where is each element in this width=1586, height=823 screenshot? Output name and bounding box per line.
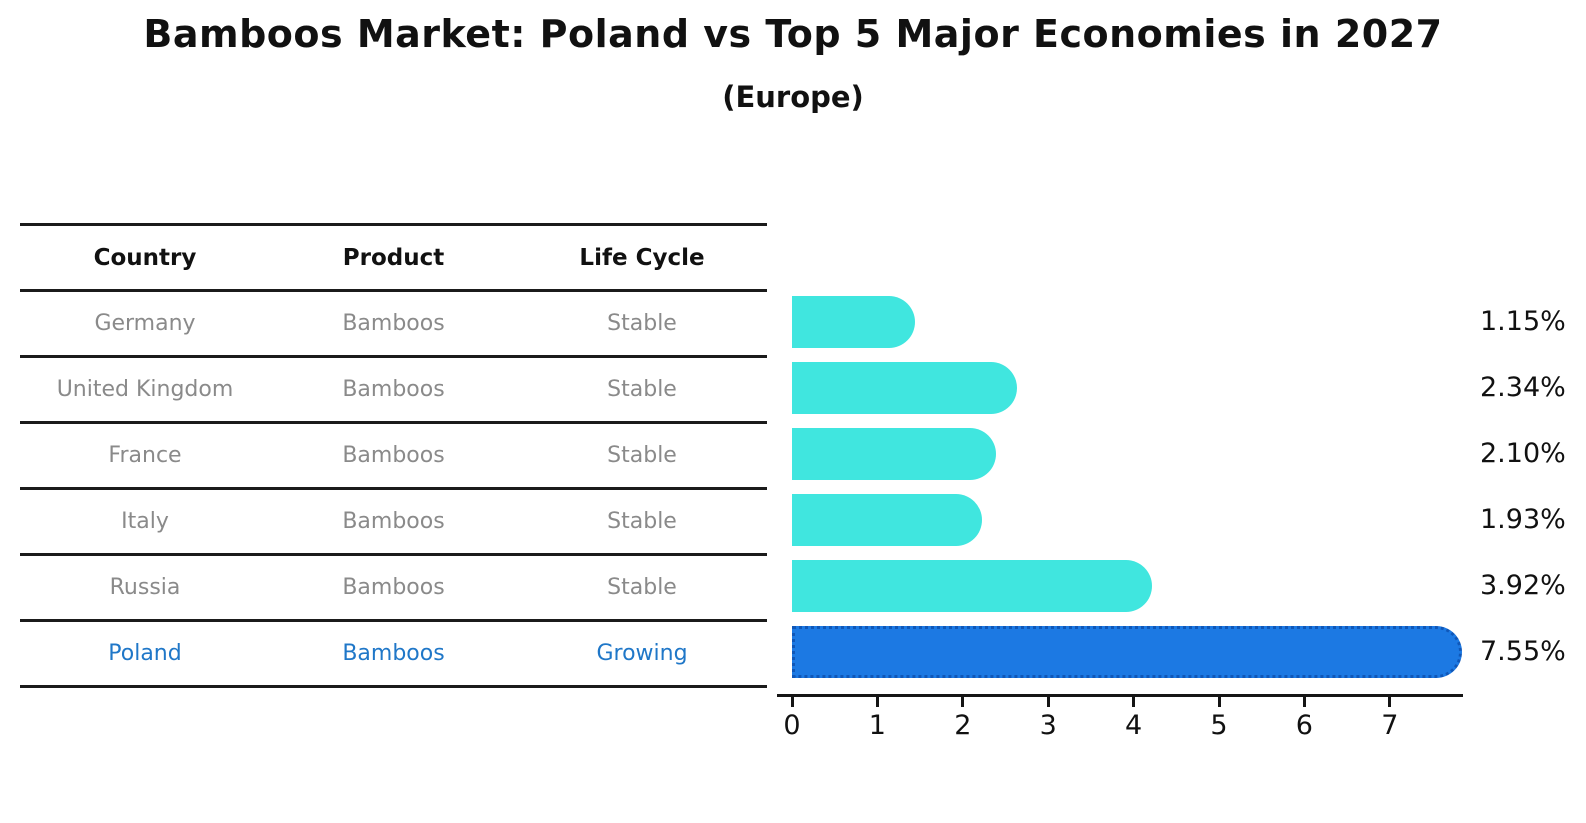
life-cycle-cell: Stable xyxy=(607,575,677,600)
chart-title: Bamboos Market: Poland vs Top 5 Major Ec… xyxy=(143,12,1443,56)
product-cell: Bamboos xyxy=(342,575,445,600)
value-label-germany: 1.15% xyxy=(1480,306,1566,337)
x-axis-tick xyxy=(875,697,879,707)
country-cell: France xyxy=(108,443,182,468)
bar-italy xyxy=(792,494,982,546)
comparison-table: Country Product Life Cycle Germany Bamboos St… xyxy=(20,223,767,688)
bar-germany xyxy=(792,296,916,348)
country-cell: Italy xyxy=(121,509,169,534)
column-header-country: Country xyxy=(93,244,197,271)
table-row-germany: Germany Bamboos Stable xyxy=(20,289,767,355)
value-label-russia: 3.92% xyxy=(1480,570,1566,601)
product-cell: Bamboos xyxy=(342,443,445,468)
bar-russia xyxy=(792,560,1152,612)
product-cell: Bamboos xyxy=(342,377,445,402)
x-axis-tick-label: 4 xyxy=(1125,710,1143,741)
product-cell: Bamboos xyxy=(342,641,445,666)
x-axis-tick-label: 5 xyxy=(1210,710,1228,741)
life-cycle-cell: Stable xyxy=(607,377,677,402)
life-cycle-cell: Stable xyxy=(607,443,677,468)
x-axis-tick-label: 3 xyxy=(1039,710,1057,741)
x-axis-tick xyxy=(1217,697,1221,707)
x-axis-tick-label: 0 xyxy=(783,710,801,741)
table-row-poland: Poland Bamboos Growing xyxy=(20,619,767,685)
x-axis-tick xyxy=(790,697,794,707)
x-axis-tick xyxy=(1132,697,1136,707)
column-header-life-cycle: Life Cycle xyxy=(579,244,705,271)
product-cell: Bamboos xyxy=(342,509,445,534)
country-cell: United Kingdom xyxy=(56,377,234,402)
life-cycle-cell: Stable xyxy=(607,509,677,534)
table-row-italy: Italy Bamboos Stable xyxy=(20,487,767,553)
product-cell: Bamboos xyxy=(342,311,445,336)
bar-united-kingdom xyxy=(792,362,1017,414)
country-cell: Russia xyxy=(109,575,181,600)
country-cell: Germany xyxy=(94,311,196,336)
table-row-russia: Russia Bamboos Stable xyxy=(20,553,767,619)
bar-france xyxy=(792,428,997,480)
x-axis-tick xyxy=(1388,697,1392,707)
x-axis-tick-label: 1 xyxy=(868,710,886,741)
value-label-france: 2.10% xyxy=(1480,438,1566,469)
chart-subtitle: (Europe) xyxy=(722,80,864,114)
x-axis-tick-label: 2 xyxy=(954,710,972,741)
column-header-product: Product xyxy=(342,244,445,271)
value-label-italy: 1.93% xyxy=(1480,504,1566,535)
x-axis-tick-label: 6 xyxy=(1295,710,1313,741)
bar-poland xyxy=(792,626,1462,678)
life-cycle-cell: Stable xyxy=(607,311,677,336)
x-axis-tick xyxy=(1046,697,1050,707)
table-row-france: France Bamboos Stable xyxy=(20,421,767,487)
country-cell: Poland xyxy=(108,641,182,666)
x-axis-line xyxy=(777,694,1463,697)
x-axis-tick xyxy=(961,697,965,707)
x-axis-tick-label: 7 xyxy=(1381,710,1399,741)
value-label-poland: 7.55% xyxy=(1480,636,1566,667)
table-header-row: Country Product Life Cycle xyxy=(20,223,767,289)
table-row-united-kingdom: United Kingdom Bamboos Stable xyxy=(20,355,767,421)
x-axis-tick xyxy=(1302,697,1306,707)
life-cycle-cell: Growing xyxy=(596,641,688,666)
value-label-united-kingdom: 2.34% xyxy=(1480,372,1566,403)
